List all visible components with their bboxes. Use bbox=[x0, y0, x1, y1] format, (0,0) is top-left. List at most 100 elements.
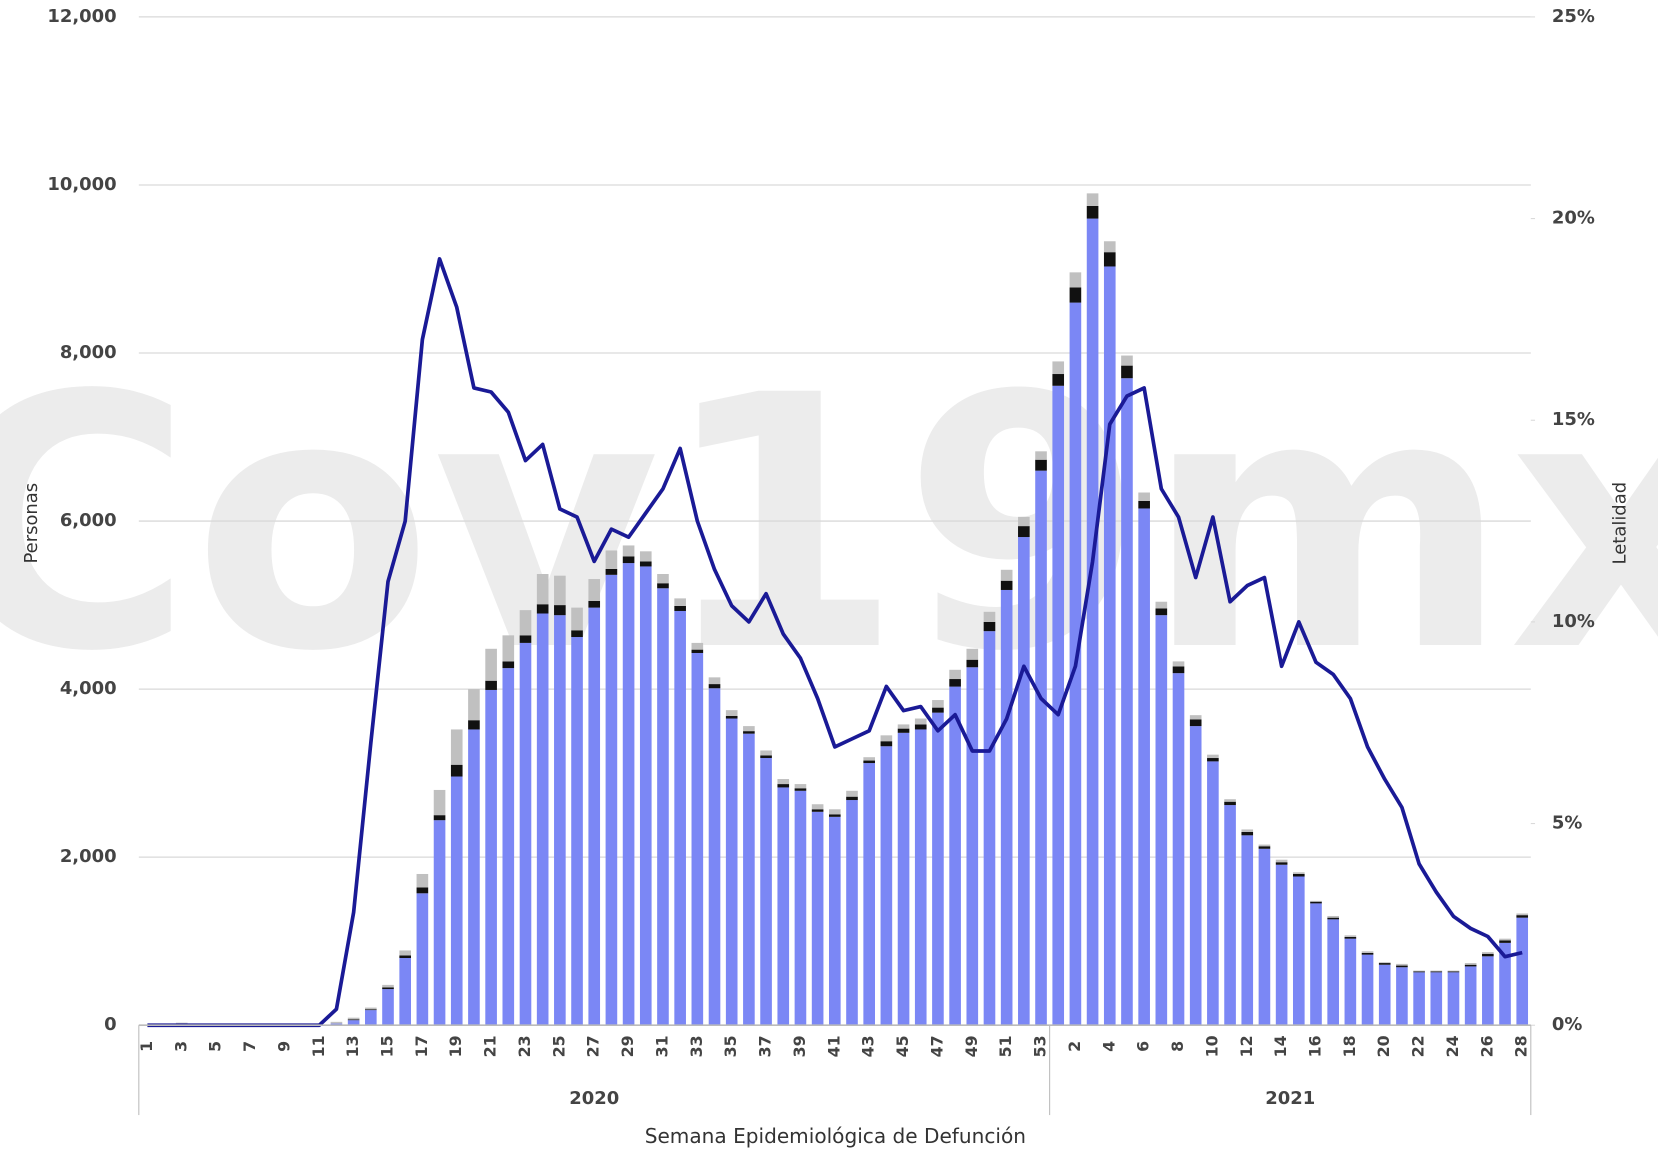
x-tick-label: 19 bbox=[446, 1035, 465, 1057]
bar-segment bbox=[1413, 971, 1425, 973]
x-tick-label: 43 bbox=[859, 1035, 878, 1057]
y2-tick-label: 20% bbox=[1552, 208, 1595, 229]
x-tick-label: 35 bbox=[721, 1035, 740, 1057]
bar-segment bbox=[932, 707, 944, 713]
bar-segment bbox=[571, 637, 583, 1026]
bar-segment bbox=[1241, 835, 1254, 1026]
y-tick-label: 10,000 bbox=[47, 174, 116, 195]
bar-segment bbox=[639, 566, 652, 1026]
bar-segment bbox=[1464, 964, 1477, 967]
bar-segment bbox=[811, 811, 824, 1026]
bar-segment bbox=[897, 732, 910, 1026]
bar-segment bbox=[1361, 954, 1374, 1026]
x-axis-title: Semana Epidemiológica de Defunción bbox=[645, 1124, 1026, 1148]
bar-segment bbox=[1275, 862, 1288, 865]
bar-segment bbox=[708, 684, 721, 689]
bar-segment bbox=[1052, 361, 1065, 375]
bar-segment bbox=[1155, 601, 1168, 609]
bar-segment bbox=[1086, 218, 1099, 1026]
bar-segment bbox=[605, 550, 618, 569]
y-tick-label: 4,000 bbox=[60, 678, 117, 699]
bar-segment bbox=[330, 1023, 343, 1026]
y2-axis-title: Letalidad bbox=[1610, 482, 1631, 565]
bar-segment bbox=[674, 598, 686, 606]
bar-segment bbox=[674, 610, 686, 1026]
x-tick-label: 18 bbox=[1340, 1035, 1359, 1057]
y-axis-title: Personas bbox=[21, 483, 42, 564]
x-tick-label: 11 bbox=[309, 1035, 328, 1057]
bar-segment bbox=[1482, 952, 1494, 954]
bar-segment bbox=[777, 787, 790, 1026]
bar-segment bbox=[1310, 900, 1322, 902]
y2-tick-label: 5% bbox=[1552, 813, 1582, 834]
x-tick-label: 4 bbox=[1099, 1041, 1118, 1052]
bar-segment bbox=[1447, 970, 1460, 972]
x-tick-label: 41 bbox=[824, 1035, 843, 1057]
bar-segment bbox=[365, 1010, 377, 1026]
bar-segment bbox=[416, 893, 429, 1026]
bar-segment bbox=[1482, 956, 1494, 1026]
bar-segment bbox=[1035, 470, 1047, 1026]
bar-segment bbox=[1138, 508, 1150, 1026]
bar-segment bbox=[794, 790, 807, 1026]
bar-segment bbox=[485, 689, 497, 1026]
bar-segment bbox=[571, 607, 583, 631]
bar-segment bbox=[657, 574, 669, 584]
y-tick-label: 2,000 bbox=[60, 846, 117, 867]
y2-tick-label: 25% bbox=[1552, 6, 1595, 27]
bar-segment bbox=[794, 788, 807, 791]
x-tick-label: 13 bbox=[343, 1035, 362, 1057]
x-tick-label: 12 bbox=[1237, 1035, 1256, 1057]
bar-segment bbox=[863, 757, 875, 761]
bar-segment bbox=[863, 763, 875, 1026]
x-tick-label: 39 bbox=[790, 1035, 809, 1057]
bar-segment bbox=[983, 621, 996, 632]
bar-segment bbox=[1103, 266, 1116, 1026]
bar-segment bbox=[416, 887, 429, 894]
x-tick-label: 47 bbox=[927, 1035, 946, 1057]
x-tick-label: 45 bbox=[893, 1035, 912, 1057]
bar-segment bbox=[1000, 569, 1013, 581]
bar-segment bbox=[1121, 355, 1133, 366]
x-tick-label: 6 bbox=[1134, 1041, 1153, 1052]
bar-segment bbox=[1378, 962, 1391, 964]
bar-segment bbox=[1207, 761, 1219, 1026]
bar-segment bbox=[1000, 589, 1013, 1026]
bar-segment bbox=[639, 561, 652, 567]
bar-segment bbox=[468, 720, 480, 730]
bar-segment bbox=[863, 760, 875, 764]
bar-segment bbox=[966, 667, 979, 1026]
x-tick-label: 2 bbox=[1065, 1041, 1084, 1052]
bar-segment bbox=[1258, 844, 1271, 847]
bar-segment bbox=[1069, 272, 1082, 288]
bar-segment bbox=[433, 789, 446, 816]
line bbox=[147, 257, 1523, 1028]
watermark: Cov19mx bbox=[0, 322, 1658, 728]
bar-segment bbox=[588, 607, 601, 1026]
x-tick-label: 26 bbox=[1477, 1035, 1496, 1057]
bar-segment bbox=[433, 820, 446, 1026]
bar-segment bbox=[743, 733, 755, 1026]
bar-segment bbox=[1327, 919, 1339, 1026]
bar-segment bbox=[1241, 829, 1254, 832]
bar-segment bbox=[554, 575, 566, 606]
bar-segment bbox=[1516, 917, 1529, 1026]
x-tick-label: 16 bbox=[1305, 1035, 1324, 1057]
bar-segment bbox=[708, 677, 721, 685]
bar-segment bbox=[1275, 859, 1288, 863]
bar-segment bbox=[468, 729, 480, 1026]
bar-segment bbox=[760, 755, 772, 759]
bar-segment bbox=[1310, 901, 1322, 904]
bar-segment bbox=[1241, 831, 1254, 836]
bar-segment bbox=[777, 779, 790, 785]
bar-segment bbox=[1121, 365, 1133, 379]
bar-segment bbox=[1224, 801, 1236, 806]
bar-segment bbox=[829, 809, 841, 815]
bar-segment bbox=[1138, 492, 1150, 501]
bar-segment bbox=[760, 758, 772, 1026]
bar-segment bbox=[760, 750, 772, 756]
bar-segment bbox=[554, 605, 566, 616]
bar-segment bbox=[519, 642, 532, 1026]
y2-tick-label: 0% bbox=[1552, 1014, 1582, 1035]
